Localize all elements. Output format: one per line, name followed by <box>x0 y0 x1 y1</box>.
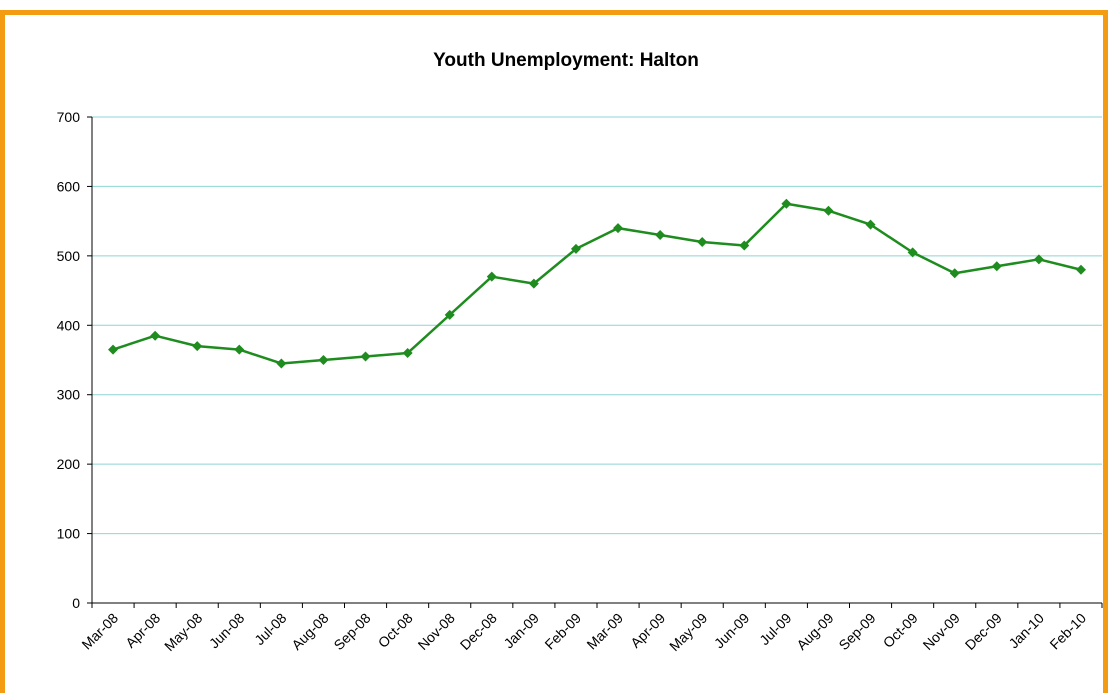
data-point-marker <box>1075 264 1086 275</box>
data-point-marker <box>949 268 960 279</box>
data-point-marker <box>781 198 792 209</box>
x-tick-label: Aug-09 <box>793 610 836 653</box>
data-point-marker <box>486 271 497 282</box>
x-tick-label: Dec-09 <box>962 610 1005 653</box>
x-tick-label: Mar-08 <box>78 610 121 653</box>
data-point-marker <box>823 205 834 216</box>
x-tick-label: Jan-09 <box>500 610 542 652</box>
x-tick-label: Dec-08 <box>457 610 500 653</box>
x-tick-label: Jun-08 <box>206 610 248 652</box>
chart-frame <box>0 10 1108 693</box>
y-axis-tick-labels: 0 100 200 300 400 500 600 700 <box>57 109 81 611</box>
y-tick-label: 400 <box>57 317 81 333</box>
axes <box>87 116 1103 608</box>
data-point-marker <box>528 278 539 289</box>
x-tick-label: Mar-09 <box>583 610 626 653</box>
data-point-marker <box>192 341 203 352</box>
data-point-marker <box>655 230 666 241</box>
x-tick-label: Oct-09 <box>880 610 921 651</box>
x-tick-label: Sep-08 <box>330 610 373 653</box>
data-point-marker <box>865 219 876 230</box>
chart-title: Youth Unemployment: Halton <box>433 50 699 71</box>
y-tick-label: 200 <box>57 456 81 472</box>
data-point-marker <box>1033 254 1044 265</box>
x-tick-label: May-08 <box>161 610 205 654</box>
x-tick-label: Aug-08 <box>288 610 331 653</box>
y-tick-label: 100 <box>57 526 81 542</box>
x-tick-label: Feb-09 <box>541 610 584 653</box>
x-tick-label: Jul-09 <box>756 610 794 648</box>
data-point-marker <box>234 344 245 355</box>
x-tick-label: Jan-10 <box>1005 610 1047 652</box>
x-tick-label: Feb-10 <box>1046 610 1089 653</box>
data-point-marker <box>108 344 119 355</box>
x-tick-label: Apr-09 <box>627 610 668 651</box>
y-tick-label: 700 <box>57 109 81 125</box>
x-tick-label: Jun-09 <box>711 610 753 652</box>
gridlines <box>92 116 1102 535</box>
data-point-marker <box>613 223 624 234</box>
data-point-marker <box>570 243 581 254</box>
data-point-marker <box>991 261 1002 272</box>
series-line <box>112 202 1082 365</box>
x-tick-label: Sep-09 <box>835 610 878 653</box>
data-point-marker <box>360 351 371 362</box>
y-tick-label: 300 <box>57 387 81 403</box>
x-tick-label: Nov-09 <box>920 610 963 653</box>
x-tick-label: Oct-08 <box>375 610 416 651</box>
x-tick-label: May-09 <box>666 610 710 654</box>
y-tick-label: 500 <box>57 248 81 264</box>
x-tick-label: Nov-08 <box>415 610 458 653</box>
data-point-marker <box>739 240 750 251</box>
x-tick-label: Apr-08 <box>122 610 163 651</box>
data-point-marker <box>402 348 413 359</box>
data-point-marker <box>318 355 329 365</box>
y-tick-label: 600 <box>57 178 81 194</box>
data-point-marker <box>697 236 708 247</box>
data-point-marker <box>150 330 161 341</box>
y-tick-label: 0 <box>72 595 80 611</box>
data-point-marker <box>276 358 287 369</box>
data-point-marker <box>907 247 918 258</box>
x-tick-label: Jul-08 <box>251 610 289 648</box>
series-group <box>108 198 1086 369</box>
data-point-marker <box>444 309 455 320</box>
